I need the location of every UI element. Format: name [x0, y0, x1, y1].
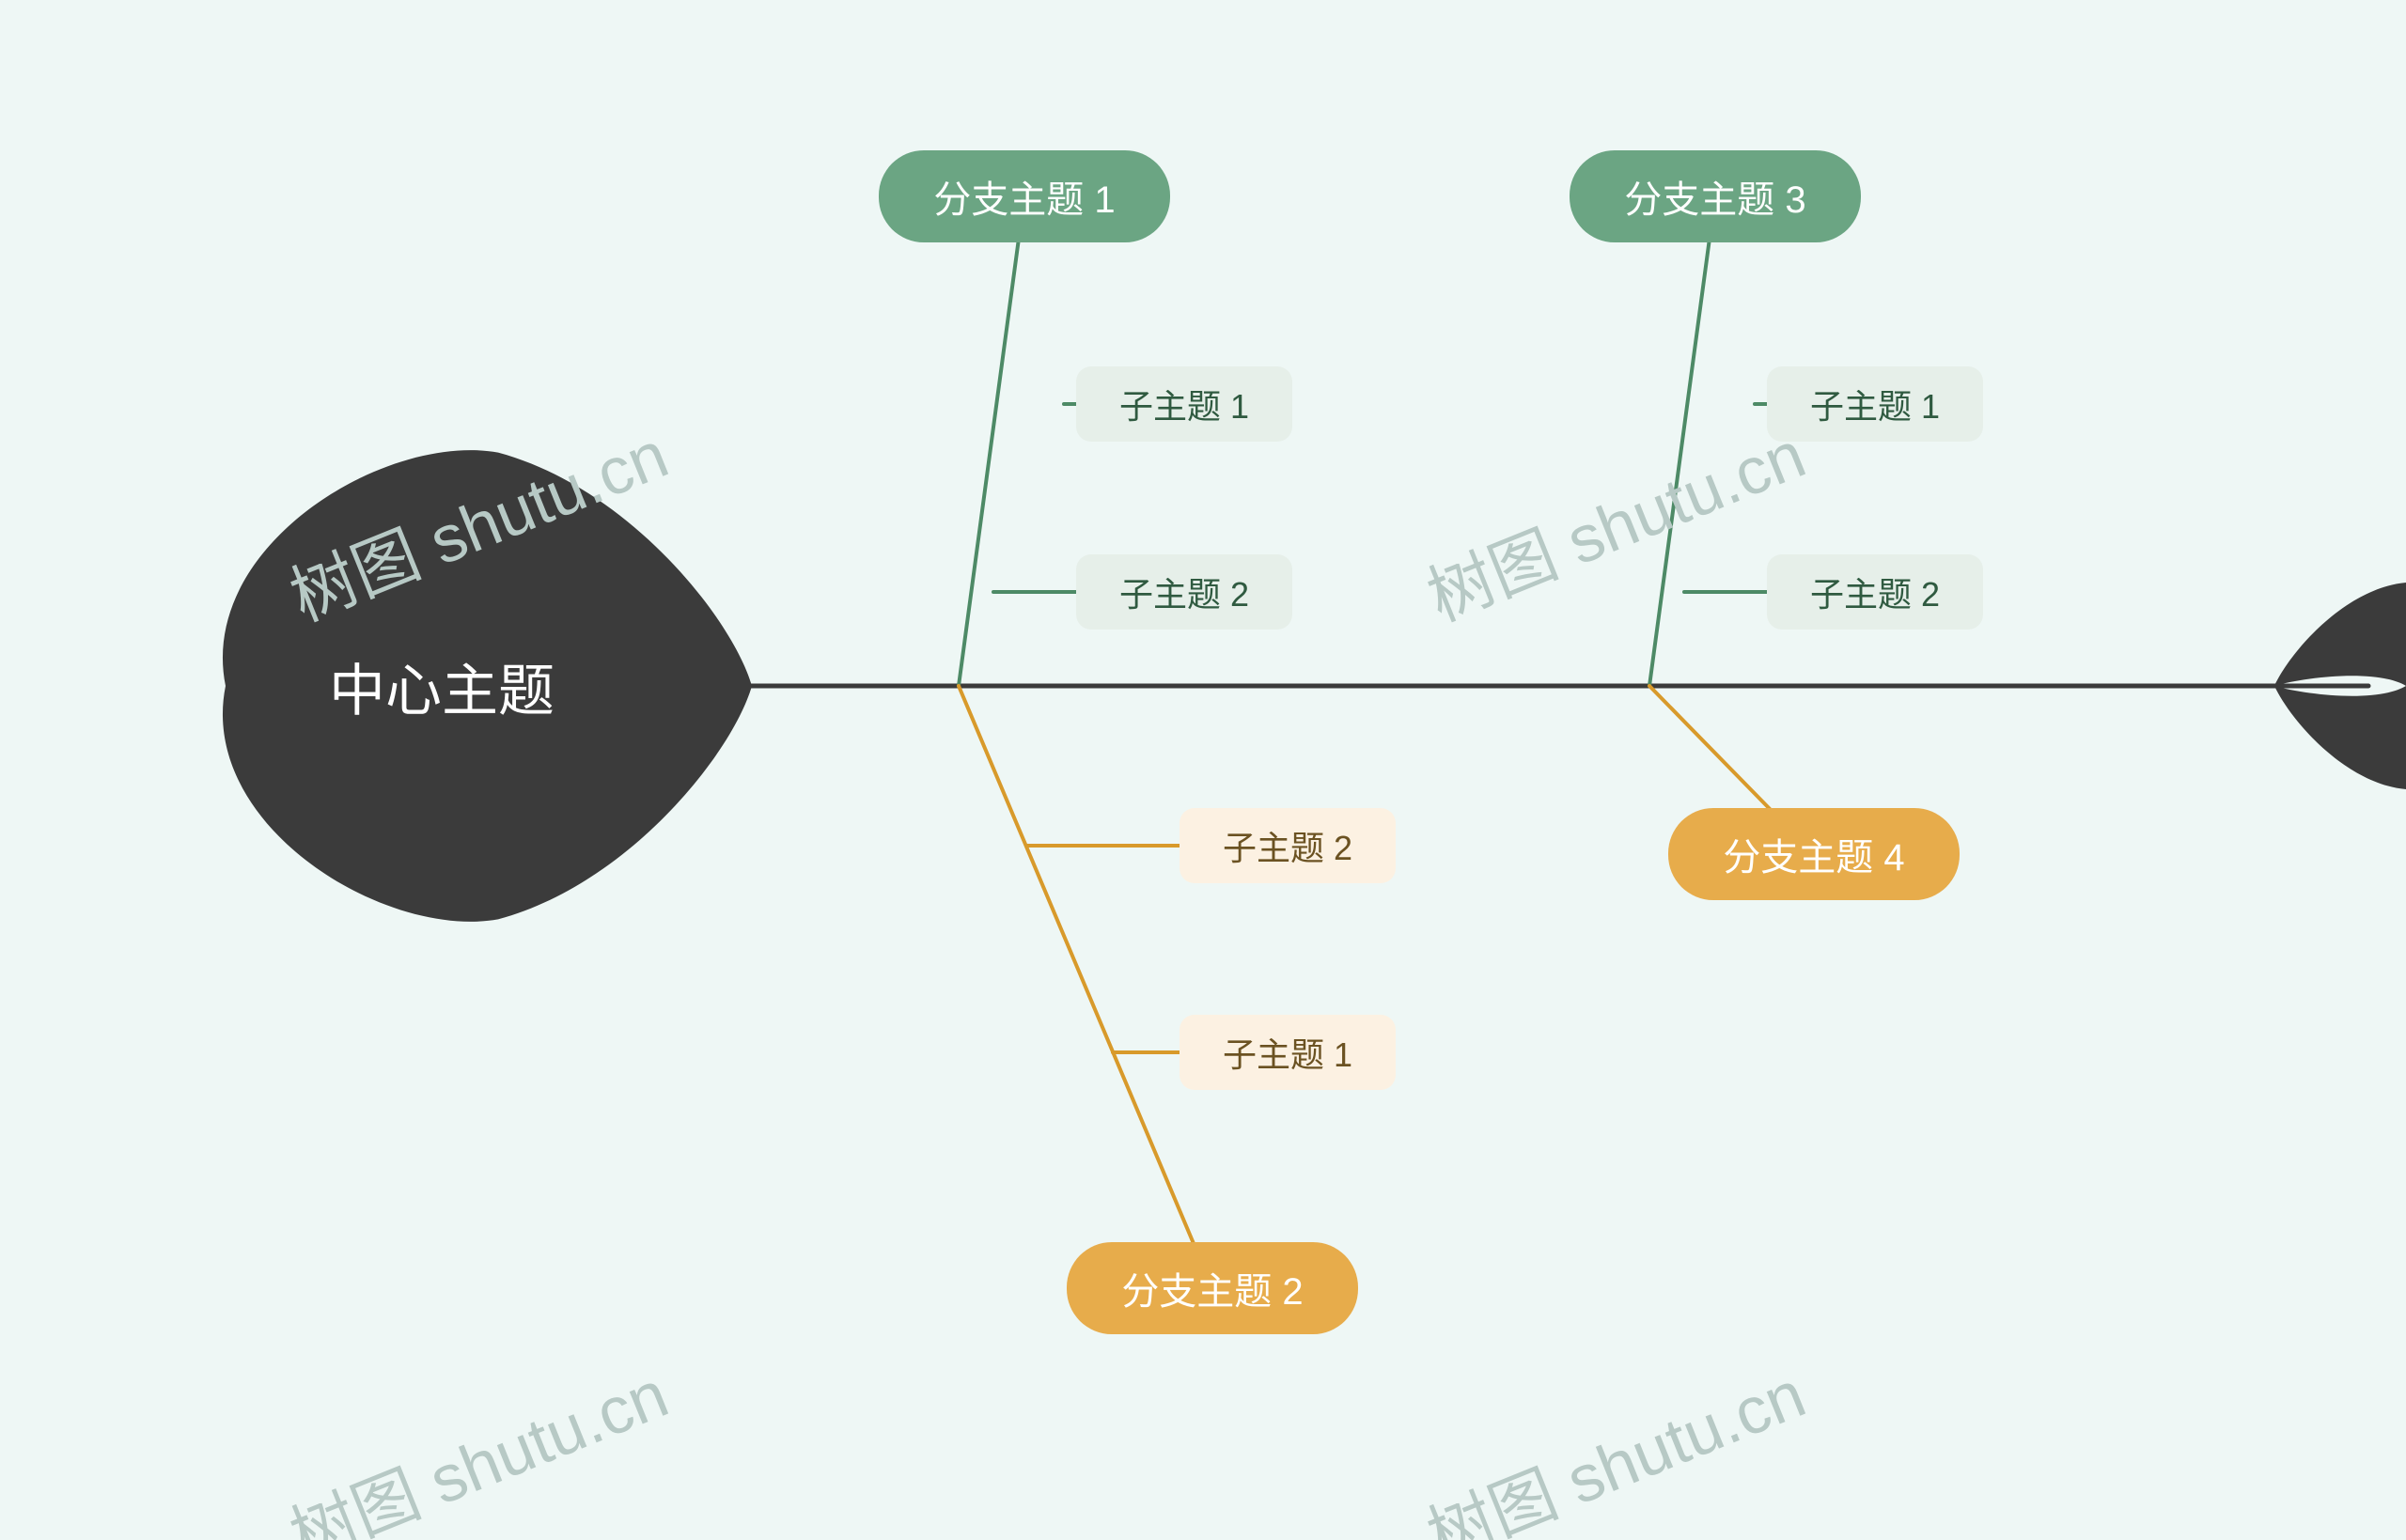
sub-topic-b3-0: 子主题 1 [1767, 366, 1983, 442]
sub-topic-b3-1: 子主题 2 [1767, 554, 1983, 630]
branch-topic-b3: 分支主题 3 [1570, 150, 1861, 242]
sub-topic-b1-1: 子主题 2 [1076, 554, 1292, 630]
central-topic: 中心主题 [254, 644, 630, 728]
branch-topic-b2: 分支主题 2 [1067, 1242, 1358, 1334]
sub-topic-b2-0: 子主题 2 [1180, 808, 1396, 883]
branch-topic-b4: 分支主题 4 [1668, 808, 1960, 900]
sub-topic-b2-1: 子主题 1 [1180, 1015, 1396, 1090]
sub-topic-b1-0: 子主题 1 [1076, 366, 1292, 442]
branch-topic-b1: 分支主题 1 [879, 150, 1170, 242]
fishbone-canvas: 中心主题子主题 1子主题 2分支主题 1子主题 2子主题 1分支主题 2子主题 … [0, 0, 2406, 1540]
